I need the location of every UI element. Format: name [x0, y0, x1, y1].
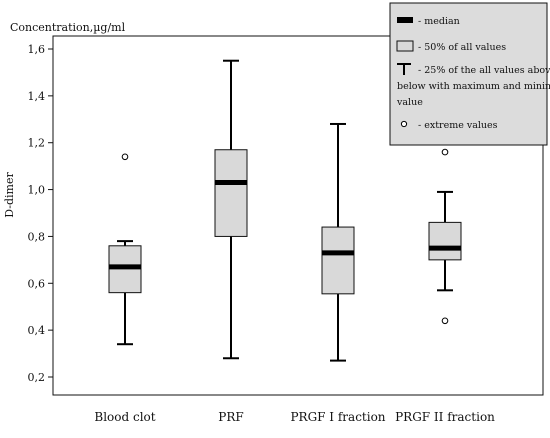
whisker-swatch-icon	[397, 63, 411, 75]
y-axis-label: D-dimer	[3, 172, 16, 218]
x-axis-categories: Blood clot PRF PRGF I fraction PRGF II frac…	[94, 410, 495, 424]
legend-whisker-text-3: value	[396, 97, 423, 108]
x-category-label: PRGF I fraction	[290, 410, 385, 424]
y-axis-ticks: 0,2 0,4 0,6 0,8 1,0 1,2 1,4 1,6	[28, 43, 53, 384]
outlier-point	[441, 317, 449, 325]
y-tick-label: 0,6	[28, 277, 46, 290]
y-tick-label: 0,8	[28, 230, 46, 243]
box-iqr	[214, 149, 248, 237]
box-group	[108, 153, 142, 346]
y-tick-label: 1,0	[28, 184, 46, 197]
y-tick-label: 1,4	[28, 90, 46, 103]
legend-outlier-text: - extreme values	[418, 120, 498, 131]
unit-label: Concentration,µg/ml	[10, 21, 126, 34]
box-group	[321, 122, 355, 362]
median-swatch-icon	[397, 17, 413, 23]
box-group	[214, 59, 248, 360]
y-tick-label: 1,6	[28, 43, 46, 56]
y-tick-label: 0,2	[28, 371, 46, 384]
y-tick-label: 0,4	[28, 324, 46, 337]
x-category-label: PRGF II fraction	[395, 410, 495, 424]
box-iqr	[428, 221, 462, 261]
legend-whisker-text-1: - 25% of the all values above and	[418, 65, 550, 76]
outlier-point	[121, 153, 129, 161]
x-category-label: PRF	[218, 410, 243, 424]
legend-median-text: - median	[418, 16, 460, 27]
legend-whisker-text-2: below with maximum and minimum	[397, 81, 550, 92]
box-iqr	[321, 226, 355, 295]
legend-background	[389, 2, 548, 146]
legend-box-text: - 50% of all values	[418, 42, 506, 53]
x-category-label: Blood clot	[94, 410, 155, 424]
box-group	[428, 148, 462, 325]
plot-frame	[52, 35, 544, 396]
y-tick-label: 1,2	[28, 137, 46, 150]
outlier-point	[441, 148, 449, 156]
outlier-swatch-icon	[400, 120, 408, 128]
legend: - median - 50% of all values - 25% of th…	[389, 2, 550, 146]
box-swatch-icon	[396, 40, 414, 52]
box-series	[108, 59, 462, 362]
